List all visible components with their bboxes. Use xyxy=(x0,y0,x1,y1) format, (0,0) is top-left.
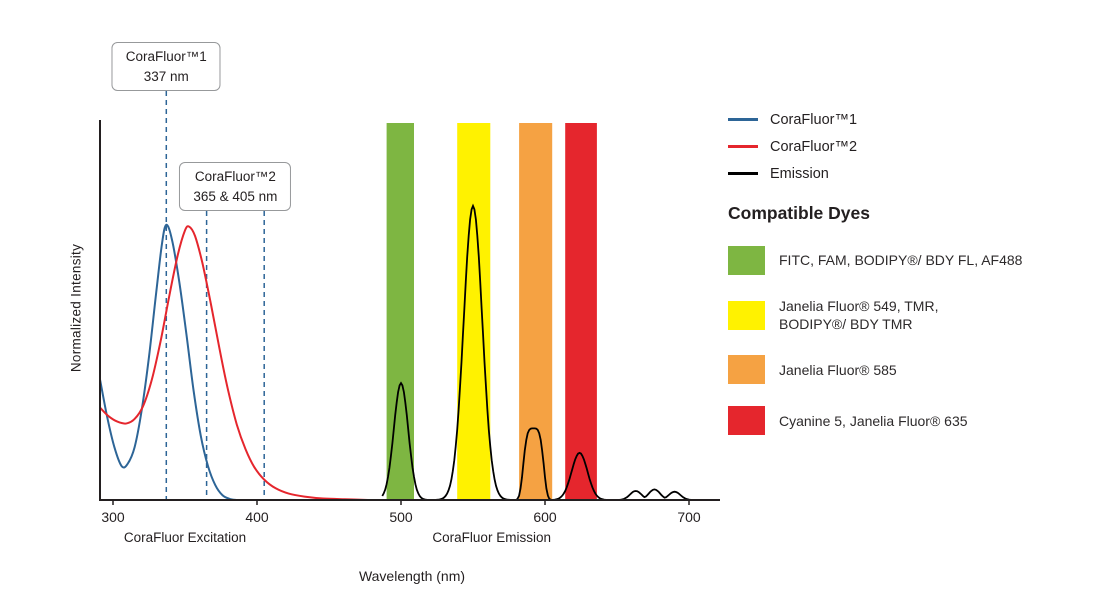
green-dye-swatch xyxy=(728,246,765,275)
callout-corafluor2-wavelength: 365 & 405 nm xyxy=(193,188,278,204)
curve-corafluor2 xyxy=(99,225,368,501)
orange-dye-swatch xyxy=(728,355,765,385)
x-section-label-0: CoraFluor Excitation xyxy=(124,530,246,545)
legend-row-corafluor1: CoraFluor™1 xyxy=(728,106,1100,133)
legend-row-emission: Emission xyxy=(728,160,1100,187)
emission-band-2 xyxy=(519,123,553,500)
callout-corafluor1-name: CoraFluor™1 xyxy=(125,49,207,64)
x-tick-label-300: 300 xyxy=(101,509,125,525)
dye-row-yellow: Janelia Fluor® 549, TMR, BODIPY®/ BDY TM… xyxy=(728,297,1100,333)
corafluor1-line-swatch xyxy=(728,118,758,121)
spectra-chart: 300 400 500 600 700 CoraFluor Excitation CoraF… xyxy=(99,82,720,545)
x-tick-label-600: 600 xyxy=(533,509,557,525)
corafluor2-legend-label: CoraFluor™2 xyxy=(770,138,858,155)
callout-corafluor1-wavelength: 337 nm xyxy=(143,68,189,84)
yellow-dye-label: Janelia Fluor® 549, TMR, BODIPY®/ BDY TM… xyxy=(779,298,939,333)
emission-band-3 xyxy=(565,123,597,500)
legend-row-corafluor2: CoraFluor™2 xyxy=(728,133,1100,160)
corafluor2-line-swatch xyxy=(728,145,758,148)
callout-corafluor2-name: CoraFluor™2 xyxy=(194,169,276,184)
red-dye-label: Cyanine 5, Janelia Fluor® 635 xyxy=(779,412,968,429)
dye-row-green: FITC, FAM, BODIPY®/ BDY FL, AF488 xyxy=(728,246,1100,275)
curve-corafluor1 xyxy=(99,223,237,501)
green-dye-label: FITC, FAM, BODIPY®/ BDY FL, AF488 xyxy=(779,252,1023,269)
y-axis-label: Normalized Intensity xyxy=(68,243,84,373)
yellow-dye-swatch xyxy=(728,300,765,330)
emission-legend-label: Emission xyxy=(770,165,829,182)
emission-line-swatch xyxy=(728,172,758,175)
emission-band-1 xyxy=(457,123,491,500)
x-tick-label-400: 400 xyxy=(245,509,269,525)
red-dye-swatch xyxy=(728,406,765,436)
corafluor1-legend-label: CoraFluor™1 xyxy=(770,111,858,128)
orange-dye-label: Janelia Fluor® 585 xyxy=(779,361,897,378)
callout-corafluor1: CoraFluor™1 337 nm xyxy=(111,42,221,92)
dye-row-orange: Janelia Fluor® 585 xyxy=(728,355,1100,385)
x-section-label-1: CoraFluor Emission xyxy=(432,530,551,545)
x-axis-label: Wavelength (nm) xyxy=(358,568,466,584)
compatible-dyes-heading: Compatible Dyes xyxy=(728,203,870,223)
dye-row-red: Cyanine 5, Janelia Fluor® 635 xyxy=(728,406,1100,436)
legend: CoraFluor™1 CoraFluor™2 Emission Compati… xyxy=(728,106,1100,436)
x-tick-label-500: 500 xyxy=(389,509,413,525)
callout-corafluor2: CoraFluor™2 365 & 405 nm xyxy=(179,162,292,212)
x-tick-label-700: 700 xyxy=(677,509,701,525)
